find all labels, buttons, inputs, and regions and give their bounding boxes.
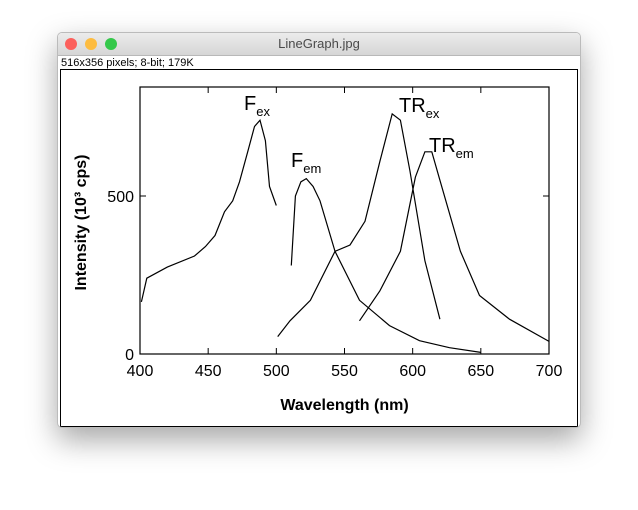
x-tick-label: 400	[127, 363, 154, 380]
y-tick-label: 500	[107, 189, 134, 206]
series-name: TR	[399, 95, 426, 117]
series-label: TRem	[429, 135, 474, 161]
series-subscript: ex	[256, 104, 270, 119]
y-axis-label: Intensity (10³ cps)	[73, 154, 90, 290]
series-label: TRex	[399, 95, 440, 121]
x-tick-label: 450	[195, 363, 222, 380]
series-name: F	[244, 93, 256, 115]
plot-frame	[139, 86, 550, 355]
series-line	[277, 112, 441, 337]
y-tick-label: 0	[125, 347, 134, 364]
series-line	[359, 151, 550, 342]
x-tick-label: 550	[331, 363, 358, 380]
close-button[interactable]	[65, 38, 77, 50]
x-tick-label: 600	[399, 363, 426, 380]
chart: 400 450 500 550 600 650 700 0 500 Wavelength (nm)…	[60, 69, 578, 427]
minimize-button[interactable]	[85, 38, 97, 50]
x-tick-label: 500	[263, 363, 290, 380]
series-subscript: ex	[426, 106, 440, 121]
title-bar: LineGraph.jpg	[58, 33, 580, 56]
series-name: TR	[429, 135, 456, 157]
series-label: Fem	[291, 150, 321, 176]
series-line	[290, 177, 481, 353]
window-title: LineGraph.jpg	[278, 36, 360, 51]
series-label: Fex	[244, 93, 270, 119]
series-subscript: em	[456, 146, 474, 161]
zoom-button[interactable]	[105, 38, 117, 50]
x-axis-label: Wavelength (nm)	[280, 397, 408, 414]
series-subscript: em	[303, 161, 321, 176]
series-name: F	[291, 150, 303, 172]
series-line	[140, 118, 277, 303]
image-info: 516x356 pixels; 8-bit; 179K	[61, 57, 194, 69]
x-tick-label: 650	[467, 363, 494, 380]
x-tick-label: 700	[536, 363, 563, 380]
window: LineGraph.jpg 516x356 pixels; 8-bit; 179…	[57, 32, 581, 428]
